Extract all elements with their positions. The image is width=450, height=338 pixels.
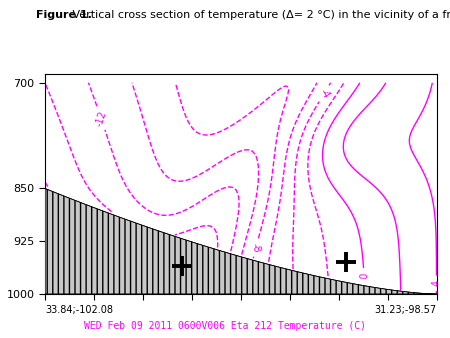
Text: 0: 0 — [359, 272, 369, 279]
Text: Figure 1.: Figure 1. — [36, 10, 92, 20]
Polygon shape — [45, 189, 436, 294]
Text: -12: -12 — [94, 109, 108, 127]
Text: -8: -8 — [250, 242, 262, 254]
Text: 4: 4 — [432, 280, 441, 286]
Text: WED Feb 09 2011 0600V006 Eta 212 Temperature (C): WED Feb 09 2011 0600V006 Eta 212 Tempera… — [84, 321, 366, 331]
Text: 33.84;-102.08: 33.84;-102.08 — [45, 305, 113, 315]
Text: 31.23;-98.57: 31.23;-98.57 — [374, 305, 436, 315]
Text: -4: -4 — [317, 87, 331, 100]
Text: Vertical cross section of temperature (Δ= 2 °C) in the vicinity of a front. The : Vertical cross section of temperature (Δ… — [69, 10, 450, 20]
